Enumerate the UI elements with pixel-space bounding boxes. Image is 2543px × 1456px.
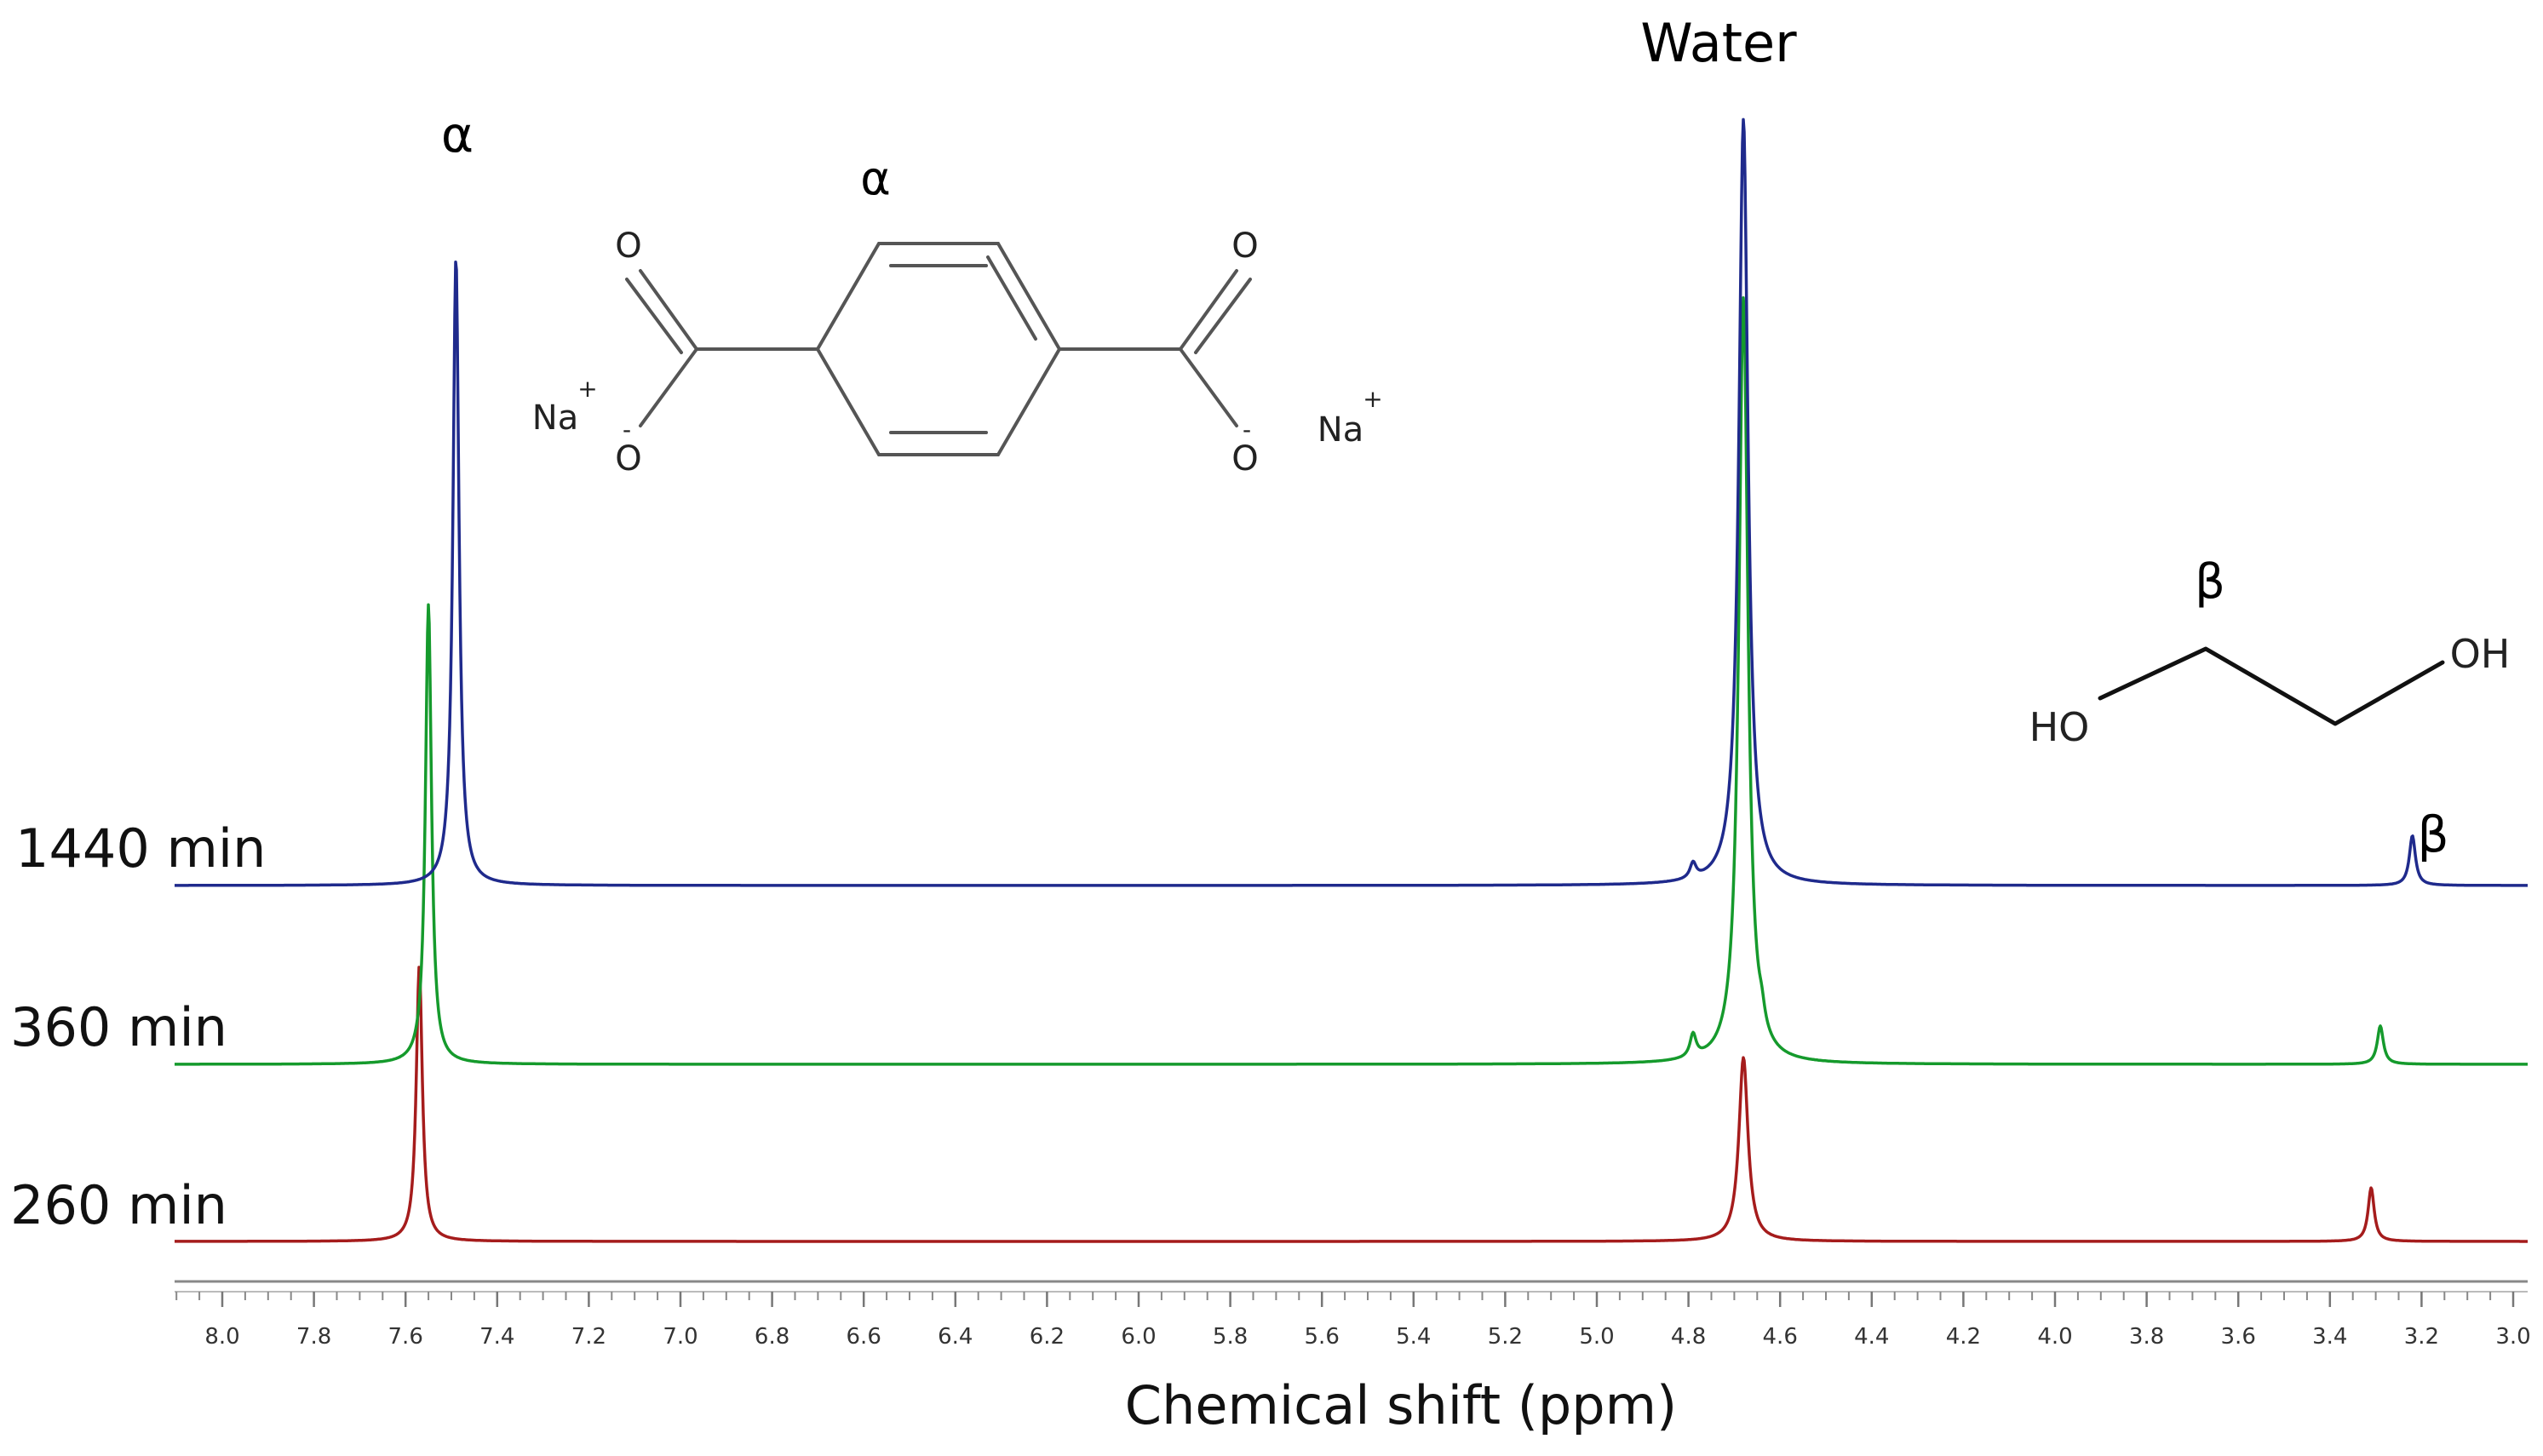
- x-tick-label: 3.2: [2404, 1324, 2439, 1350]
- beta-peak-label: β: [2417, 805, 2448, 863]
- x-tick-label: 8.0: [204, 1324, 239, 1350]
- x-tick-label: 6.8: [755, 1324, 789, 1350]
- x-tick-label: 6.0: [1121, 1324, 1156, 1350]
- left-co-single: [639, 347, 698, 427]
- right-oxygen-top: O: [1231, 226, 1258, 266]
- glycol-oh: OH: [2450, 631, 2511, 677]
- terephthalate-alpha-label: α: [860, 152, 891, 205]
- right-oxygen-bottom: O: [1231, 439, 1258, 479]
- x-axis-title: Chemical shift (ppm): [1125, 1374, 1677, 1436]
- x-tick-label: 4.8: [1671, 1324, 1706, 1350]
- x-tick-label: 7.0: [663, 1324, 697, 1350]
- x-tick-label: 6.2: [1030, 1324, 1065, 1350]
- right-sodium: Na: [1317, 410, 1363, 450]
- left-sodium: Na: [532, 398, 578, 438]
- x-axis-ticks: 8.0 7.8 7.6 7.4 7.2 7.0 6.8 6.6 6.4 6.2 6.0 5.8 5.6 5…: [175, 1292, 2531, 1350]
- ring-inner-bond-3: [986, 255, 1037, 341]
- x-tick-label: 4.6: [1763, 1324, 1798, 1350]
- x-tick-label: 3.8: [2129, 1324, 2164, 1350]
- spectrum-line-260-min: [174, 966, 2529, 1243]
- left-co-double-b: [625, 278, 683, 354]
- left-co-double-a: [639, 269, 698, 351]
- x-tick-label: 5.4: [1396, 1324, 1431, 1350]
- spectra-group: [174, 118, 2529, 1243]
- spectrum-line-1440-min: [174, 118, 2529, 887]
- x-tick-label: 5.2: [1488, 1324, 1523, 1350]
- x-tick-label: 3.0: [2495, 1324, 2530, 1350]
- series-label-360-min: 360 min: [10, 996, 227, 1058]
- spectrum-line-360-min: [174, 295, 2529, 1066]
- x-tick-label: 7.4: [479, 1324, 514, 1350]
- series-label-1440-min: 1440 min: [15, 817, 266, 880]
- glycol-beta-label: β: [2195, 554, 2225, 610]
- x-tick-label: 7.6: [388, 1324, 423, 1350]
- x-tick-label: 6.4: [938, 1324, 973, 1350]
- x-tick-label: 5.6: [1305, 1324, 1340, 1350]
- left-oxygen-top: O: [615, 226, 641, 266]
- x-tick-label: 4.0: [2037, 1324, 2072, 1350]
- right-plus-sign: +: [1363, 385, 1382, 413]
- right-co-double-a: [1179, 269, 1238, 351]
- x-tick-label: 7.2: [571, 1324, 606, 1350]
- right-co-single: [1179, 347, 1238, 427]
- x-tick-label: 7.8: [296, 1324, 331, 1350]
- series-label-260-min: 260 min: [10, 1174, 227, 1236]
- terephthalate-structure: α O O - Na + O O - Na +: [532, 152, 1383, 479]
- left-plus-sign: +: [577, 375, 597, 403]
- left-minus-sign: -: [623, 416, 631, 444]
- x-tick-label: 3.6: [2221, 1324, 2256, 1350]
- x-tick-label: 3.4: [2312, 1324, 2347, 1350]
- right-minus-sign: -: [1243, 416, 1251, 444]
- benzene-ring: [815, 242, 1062, 456]
- ethylene-glycol-structure: β HO OH: [2029, 554, 2511, 750]
- x-tick-label: 5.0: [1579, 1324, 1614, 1350]
- x-tick-label: 4.4: [1854, 1324, 1889, 1350]
- x-tick-label: 5.8: [1213, 1324, 1248, 1350]
- x-axis: 8.0 7.8 7.6 7.4 7.2 7.0 6.8 6.6 6.4 6.2 6.0 5.8 5.6 5…: [175, 1280, 2531, 1350]
- x-tick-label: 4.2: [1946, 1324, 1981, 1350]
- alpha-peak-label: α: [441, 106, 474, 163]
- left-oxygen-bottom: O: [615, 439, 641, 479]
- glycol-backbone: [2098, 646, 2445, 726]
- glycol-ho: HO: [2029, 704, 2090, 750]
- water-label: Water: [1640, 12, 1797, 74]
- right-co-double-b: [1194, 278, 1252, 354]
- x-tick-label: 6.6: [847, 1324, 881, 1350]
